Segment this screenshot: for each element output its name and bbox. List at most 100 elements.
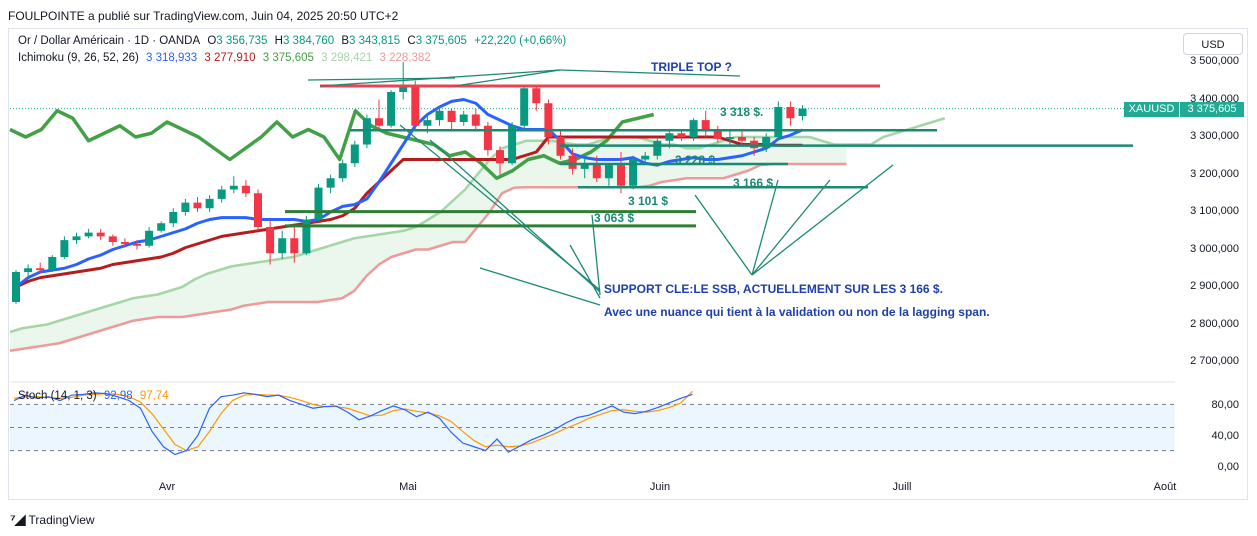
candle xyxy=(36,262,45,274)
candle xyxy=(48,255,57,272)
candle-body xyxy=(399,84,408,92)
stoch-tick-0: 0,00 xyxy=(1217,461,1239,473)
price-tick-label: 3 000,000 xyxy=(1190,242,1239,255)
candle xyxy=(592,155,601,182)
candle-body xyxy=(193,202,202,209)
time-tick-label: Mai xyxy=(399,481,417,493)
senkou-span-b-line xyxy=(9,162,847,352)
candle-body xyxy=(604,165,613,179)
candle xyxy=(12,270,20,304)
candle-body xyxy=(580,163,589,169)
candle xyxy=(738,129,746,145)
close-value: 3 375,605 xyxy=(415,35,467,47)
candle xyxy=(568,148,577,175)
ichimoku-kijun-value: 3 277,910 xyxy=(204,52,256,64)
candle xyxy=(169,208,178,227)
level-3063-label: 3 063 $ xyxy=(594,211,635,225)
candle xyxy=(641,152,650,164)
candle-body xyxy=(592,163,601,179)
support-arrow-5 xyxy=(591,214,601,296)
high-label: H xyxy=(274,35,283,47)
candle xyxy=(375,99,383,130)
candle-body xyxy=(60,240,69,257)
candle xyxy=(229,176,238,194)
candle-body xyxy=(725,137,734,139)
candle xyxy=(496,146,504,175)
candle xyxy=(532,86,541,111)
publisher-line: FOULPOINTE a publié sur TradingView.com,… xyxy=(8,9,399,23)
candle-body xyxy=(471,114,480,126)
candle xyxy=(338,159,347,182)
candle-body xyxy=(48,257,57,271)
candle xyxy=(798,105,807,121)
candle-body xyxy=(169,212,178,224)
candle-body xyxy=(617,165,625,186)
price-tick-label: 2 900,000 xyxy=(1190,280,1239,292)
candle-body xyxy=(423,120,432,126)
candle-body xyxy=(314,187,323,220)
support-arrow-4 xyxy=(479,267,601,306)
candle xyxy=(241,180,250,197)
level-3318-label: 3 318 $. xyxy=(720,105,764,119)
candle-body xyxy=(72,236,81,241)
support-key-note: SUPPORT CLE:LE SSB, ACTUELLEMENT SUR LES… xyxy=(604,282,943,296)
price-tick-label: 3 200,000 xyxy=(1190,167,1239,180)
candle xyxy=(701,110,710,137)
candle-body xyxy=(350,144,359,164)
candle xyxy=(181,198,190,216)
candle-body xyxy=(84,232,93,237)
candle-body xyxy=(459,114,468,122)
triple-top-arrow-3 xyxy=(559,69,741,77)
stoch-k-value: 92,98 xyxy=(103,390,133,402)
stoch-tick-40: 40,00 xyxy=(1211,430,1239,442)
candle xyxy=(254,189,262,231)
ssb-arrow-4 xyxy=(751,164,894,276)
candle xyxy=(774,101,783,141)
time-tick-label: Juin xyxy=(649,481,671,493)
ichimoku-label: Ichimoku (9, 26, 52, 26) xyxy=(18,52,139,64)
candle xyxy=(290,227,299,263)
price-tick-label: 3 100,000 xyxy=(1190,205,1239,217)
candle-body xyxy=(689,120,698,137)
tradingview-footer[interactable]: ⁷◢ TradingView xyxy=(10,511,95,528)
candle xyxy=(435,107,444,126)
time-tick-label: Juill xyxy=(892,481,912,493)
candle-body xyxy=(798,108,807,116)
candle xyxy=(278,230,287,259)
chart-frame xyxy=(8,28,1248,500)
price-tick-label: 2 700,000 xyxy=(1190,355,1239,367)
candle xyxy=(544,99,553,145)
candle-body xyxy=(254,193,262,227)
candle-body xyxy=(665,133,674,141)
ichimoku-legend: Ichimoku (9, 26, 52, 26) 3 318,933 3 277… xyxy=(18,52,435,64)
candle xyxy=(302,215,311,256)
candle xyxy=(459,110,468,126)
candle xyxy=(350,140,359,167)
candle-body xyxy=(520,88,529,126)
open-value: 3 356,735 xyxy=(216,35,268,47)
support-arrow-3 xyxy=(569,244,601,299)
candle xyxy=(762,133,771,152)
open-label: O xyxy=(207,35,217,47)
candle xyxy=(786,101,795,126)
ichimoku-span-b-value: 3 228,382 xyxy=(379,52,431,64)
tradingview-brand: TradingView xyxy=(28,512,95,527)
tradingview-logo-icon: ⁷◢ xyxy=(10,511,26,527)
candle xyxy=(266,219,275,265)
currency-button[interactable]: USD xyxy=(1183,33,1243,55)
low-value: 3 343,815 xyxy=(349,35,401,47)
candle xyxy=(471,108,480,130)
candle-body xyxy=(120,242,129,244)
instrument-legend: Or / Dollar Américain · 1D · OANDA O3 35… xyxy=(18,35,570,47)
candle-body xyxy=(326,178,335,188)
candle-body xyxy=(217,189,226,199)
candle-body xyxy=(544,103,553,137)
high-value: 3 384,760 xyxy=(282,35,335,47)
lagging-span-line xyxy=(9,109,655,180)
price-tick-label: 3 400,000 xyxy=(1190,92,1239,105)
ichimoku-cloud xyxy=(10,137,847,351)
candle-body xyxy=(532,88,541,104)
candle-body xyxy=(266,227,275,254)
candle xyxy=(713,125,722,143)
